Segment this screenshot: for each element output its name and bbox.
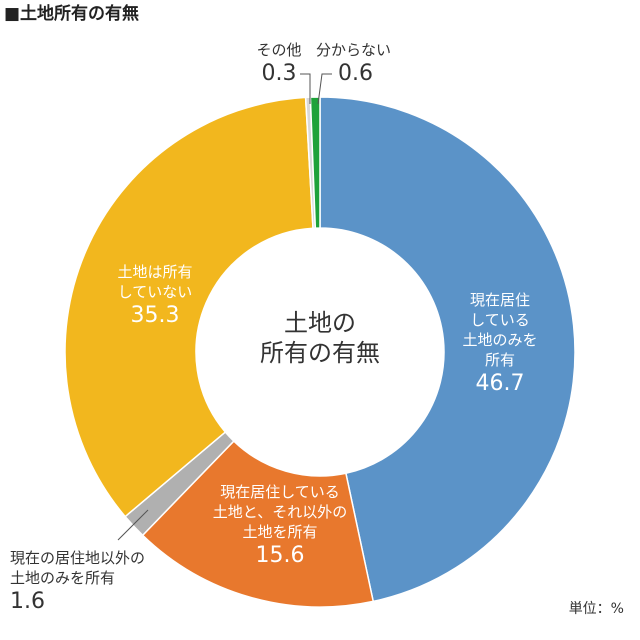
slice-label-unknown: 分からない 0.6 <box>316 40 426 88</box>
leader-line-other <box>300 73 311 104</box>
leader-line-other-only <box>117 509 149 541</box>
label-line: 土地を所有 <box>242 523 318 541</box>
slice-label-other: その他 0.3 <box>244 40 314 88</box>
pie-slice-resident-only <box>319 96 576 603</box>
label-line: 現在居住 <box>469 291 530 309</box>
center-label-line-1: 土地の <box>284 309 356 337</box>
label-line: 現在の居住地以外の <box>10 549 146 567</box>
label-line: 所有 <box>484 351 515 369</box>
slice-label-other-only: 現在の居住地以外の 土地のみを所有 1.6 <box>10 548 190 616</box>
slice-label-resident-and-other: 現在居住している 土地と、それ以外の 土地を所有 15.6 <box>200 482 360 570</box>
label-value: 0.6 <box>338 61 373 86</box>
label-line: 土地と、それ以外の <box>212 503 348 521</box>
label-value: 1.6 <box>10 589 45 614</box>
label-line: 土地のみを所有 <box>10 569 116 587</box>
label-line: している <box>470 311 530 329</box>
label-line: していない <box>117 283 193 301</box>
pie-slice-resident-and-other <box>141 440 375 608</box>
pie-slice-none <box>64 96 314 518</box>
center-label-line-2: 所有の有無 <box>260 339 380 367</box>
label-line: 土地のみを <box>462 331 538 349</box>
label-name: 分からない <box>316 41 392 59</box>
unit-label: 単位：% <box>568 601 624 617</box>
slice-label-none: 土地は所有 していない 35.3 <box>90 262 220 330</box>
pie-slice-unknown <box>309 96 321 229</box>
label-value: 35.3 <box>130 303 180 328</box>
leader-line-unknown <box>317 73 332 105</box>
center-label: 土地の 所有の有無 <box>230 308 410 368</box>
slice-label-resident-only: 現在居住 している 土地のみを 所有 46.7 <box>440 290 560 398</box>
label-name: その他 <box>256 41 302 59</box>
label-value: 0.3 <box>261 61 297 86</box>
chart-title: ■土地所有の有無 <box>4 4 140 24</box>
label-value: 15.6 <box>255 543 305 568</box>
label-value: 46.7 <box>475 371 525 396</box>
label-line: 現在居住している <box>220 483 340 501</box>
label-line: 土地は所有 <box>117 263 193 281</box>
